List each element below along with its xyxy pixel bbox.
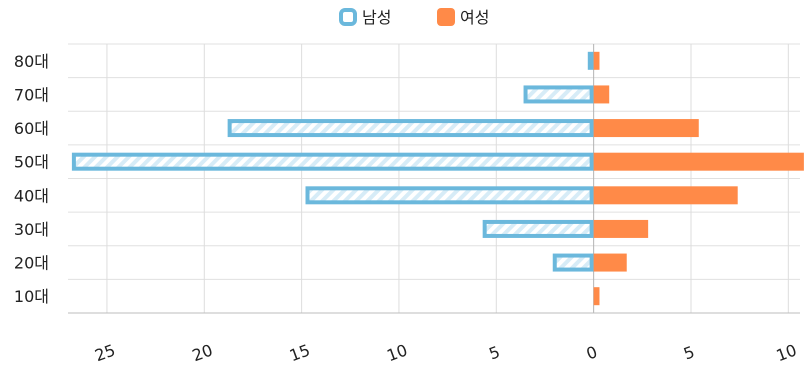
- bar-female-10대: [593, 287, 600, 306]
- legend: 남성 여성: [339, 8, 489, 27]
- bar-male-80대: [587, 51, 594, 70]
- bar-male-60대: [227, 119, 594, 138]
- x-tick-label: 25: [92, 340, 118, 365]
- y-tick-label: 40대: [14, 186, 49, 205]
- bar-male-70대: [523, 85, 594, 104]
- y-axis-tick-labels: 80대 70대 60대 50대 40대 30대 20대 10대: [14, 52, 49, 306]
- x-tick-label: 10: [384, 340, 410, 365]
- legend-label-female: 여성: [460, 8, 489, 27]
- legend-label-male: 남성: [362, 8, 391, 27]
- y-tick-label: 60대: [14, 119, 49, 138]
- x-tick-label: 10: [774, 340, 800, 365]
- x-tick-label: 5: [681, 342, 697, 363]
- bar-female-40대: [593, 186, 738, 205]
- bar-female-60대: [593, 119, 699, 138]
- y-tick-label: 80대: [14, 52, 49, 71]
- legend-swatch-female: [437, 8, 455, 26]
- bar-female-20대: [593, 253, 627, 272]
- x-tick-label: 5: [486, 342, 502, 363]
- legend-item-male: 남성: [339, 8, 391, 27]
- grid: [68, 43, 800, 314]
- bar-male-40대: [305, 186, 594, 205]
- bar-female-80대: [593, 51, 600, 70]
- y-tick-label: 70대: [14, 85, 49, 104]
- legend-swatch-male: [339, 8, 357, 26]
- y-tick-label: 20대: [14, 254, 49, 273]
- bar-female-30대: [593, 219, 649, 238]
- x-axis-tick-labels: 25 20 15 10 5 0 5 10: [92, 340, 799, 365]
- bar-female-70대: [593, 85, 610, 104]
- bar-male-50대: [71, 152, 594, 171]
- y-tick-label: 50대: [14, 153, 49, 172]
- bars: [71, 51, 804, 306]
- y-tick-label: 30대: [14, 220, 49, 239]
- bar-male-30대: [482, 219, 594, 238]
- x-tick-label: 15: [287, 340, 313, 365]
- bar-female-50대: [593, 152, 804, 171]
- legend-item-female: 여성: [437, 8, 489, 27]
- y-tick-label: 10대: [14, 287, 49, 306]
- x-tick-label: 0: [584, 342, 600, 363]
- bar-male-20대: [552, 253, 594, 272]
- x-tick-label: 20: [190, 340, 216, 365]
